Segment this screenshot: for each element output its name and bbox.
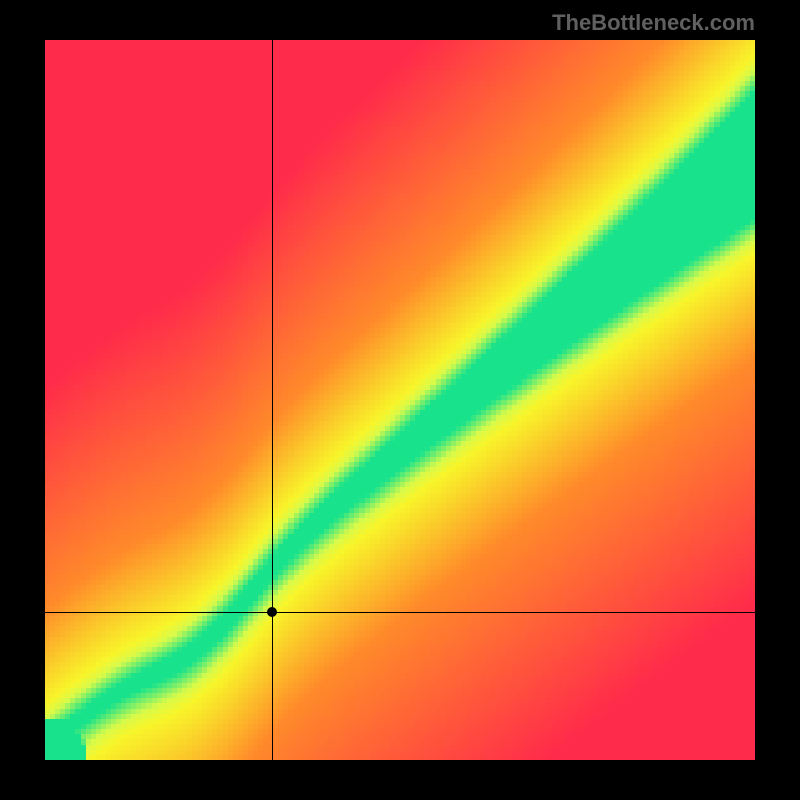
- watermark-text: TheBottleneck.com: [552, 10, 755, 36]
- crosshair-horizontal-line: [45, 612, 755, 613]
- chart-container: TheBottleneck.com: [0, 0, 800, 800]
- bottleneck-heatmap: [45, 40, 755, 760]
- crosshair-vertical-line: [272, 40, 273, 760]
